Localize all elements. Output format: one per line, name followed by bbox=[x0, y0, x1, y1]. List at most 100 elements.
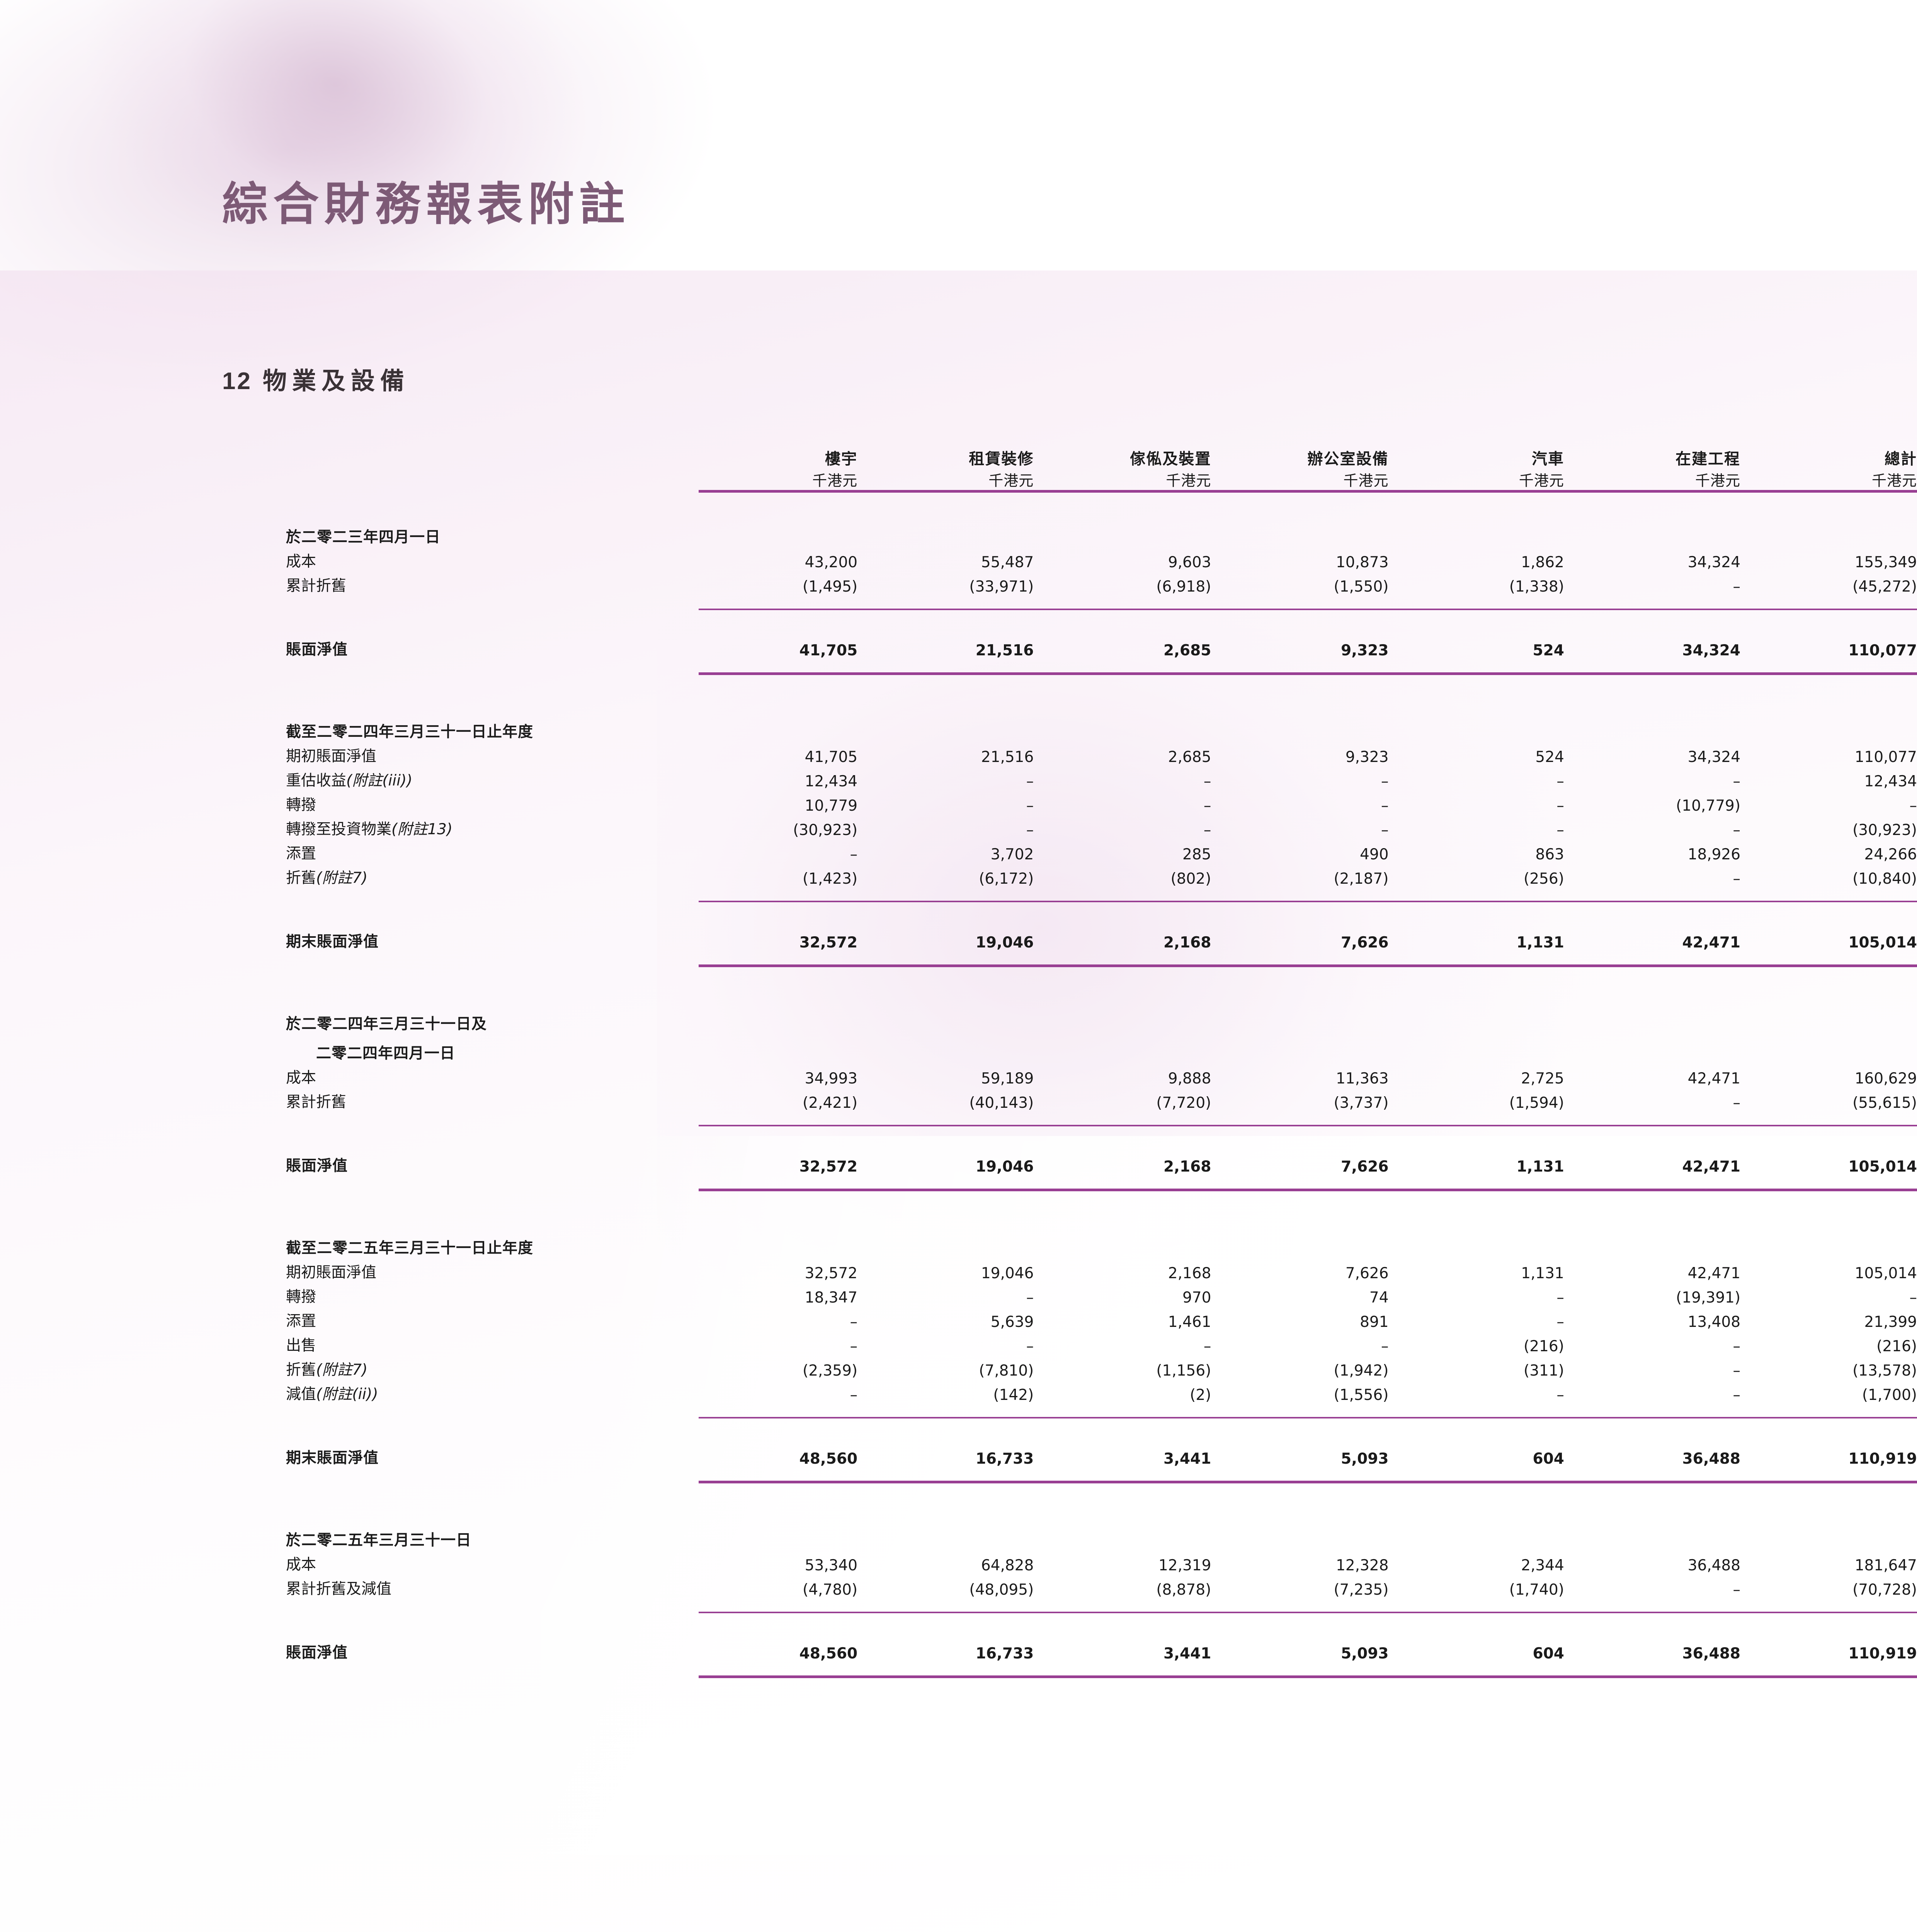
table-cell: (216) bbox=[1876, 1338, 1917, 1355]
table-cell: 74 bbox=[1369, 1289, 1389, 1306]
table-cell: 2,168 bbox=[1163, 1158, 1211, 1175]
table-row: 成本 34,993 59,189 9,888 11,363 2,725 42,471 160,… bbox=[286, 1063, 1917, 1087]
row-label-note-ref: (附註(iii)) bbox=[346, 772, 413, 789]
column-unit-4: 千港元 bbox=[1519, 472, 1564, 489]
table-cell: 19,046 bbox=[981, 1265, 1034, 1282]
table-cell: (45,272) bbox=[1852, 578, 1917, 595]
table-row: 重估收益(附註(iii)) 12,434 – – – – – 12,434 bbox=[286, 766, 1917, 790]
table-cell: 11,363 bbox=[1336, 1070, 1389, 1087]
table-cell: (1,594) bbox=[1509, 1094, 1564, 1112]
table-cell: 59,189 bbox=[981, 1070, 1034, 1087]
table-cell: 3,702 bbox=[990, 846, 1034, 863]
table-cell: 5,639 bbox=[990, 1313, 1034, 1331]
table-cell: 41,705 bbox=[805, 748, 858, 766]
table-section-heading: 截至二零二五年三月三十一日止年度 bbox=[286, 1240, 534, 1257]
table-cell: 13,408 bbox=[1687, 1313, 1741, 1331]
table-cell: (1,338) bbox=[1509, 578, 1564, 595]
table-cell: 1,131 bbox=[1516, 1158, 1564, 1175]
table-cell: 110,077 bbox=[1848, 642, 1917, 659]
table-cell: 34,324 bbox=[1687, 748, 1741, 766]
table-cell: (6,172) bbox=[979, 870, 1034, 888]
table-cell: – bbox=[850, 1386, 858, 1404]
table-cell: 9,603 bbox=[1168, 554, 1211, 571]
table-row: 轉撥 18,347 – 970 74 – (19,391) – bbox=[286, 1282, 1917, 1306]
table-cell: (1,942) bbox=[1334, 1362, 1389, 1379]
column-header-3: 辦公室設備 bbox=[1307, 450, 1389, 468]
table-cell: (2) bbox=[1190, 1386, 1211, 1404]
table-section-heading: 截至二零二四年三月三十一日止年度 bbox=[286, 723, 534, 741]
table-cell: 10,779 bbox=[805, 797, 858, 815]
table-cell: – bbox=[1203, 797, 1211, 815]
column-unit-1: 千港元 bbox=[988, 472, 1034, 489]
table-cell: 3,441 bbox=[1163, 1450, 1211, 1468]
table-cell: – bbox=[1733, 1338, 1741, 1355]
table-cell: 48,560 bbox=[799, 1450, 858, 1468]
row-label: 累計折舊 bbox=[286, 1094, 347, 1111]
table-cell: 36,488 bbox=[1682, 1450, 1741, 1468]
table-cell: 24,266 bbox=[1864, 846, 1917, 863]
table-cell: 604 bbox=[1533, 1645, 1564, 1662]
table-cell: 285 bbox=[1182, 846, 1211, 863]
table-cell: – bbox=[1733, 1581, 1741, 1599]
table-cell: (19,391) bbox=[1676, 1289, 1741, 1306]
row-label: 轉撥 bbox=[286, 1288, 316, 1306]
table-row: 期末賬面淨值 32,572 19,046 2,168 7,626 1,131 42,471 1… bbox=[286, 927, 1917, 951]
table-cell: 181,647 bbox=[1854, 1557, 1917, 1574]
row-label: 轉撥至投資物業(附註13) bbox=[286, 821, 453, 838]
section-rule bbox=[286, 672, 1917, 676]
table-cell: 7,626 bbox=[1341, 934, 1389, 951]
row-label: 期初賬面淨值 bbox=[286, 748, 377, 765]
table-cell: 2,725 bbox=[1521, 1070, 1564, 1087]
table-cell: – bbox=[1556, 1386, 1564, 1404]
table-row: 轉撥至投資物業(附註13) (30,923) – – – – – (30,923) bbox=[286, 815, 1917, 839]
table-section-heading-row: 於二零二三年四月一日 bbox=[286, 517, 1917, 547]
table-cell: 891 bbox=[1360, 1313, 1389, 1331]
note-heading: 12 物業及設備 bbox=[222, 361, 410, 396]
table-cell: (10,840) bbox=[1852, 870, 1917, 888]
table-row: 期末賬面淨值 48,560 16,733 3,441 5,093 604 36,488 110… bbox=[286, 1443, 1917, 1468]
table-cell: 64,828 bbox=[981, 1557, 1034, 1574]
table-cell: 1,461 bbox=[1168, 1313, 1211, 1331]
table-cell: 48,560 bbox=[799, 1645, 858, 1662]
section-gap bbox=[286, 1191, 1917, 1228]
table-cell: (1,156) bbox=[1156, 1362, 1211, 1379]
table-row: 折舊(附註7) (2,359) (7,810) (1,156) (1,942) (311)… bbox=[286, 1355, 1917, 1379]
table-cell: (70,728) bbox=[1852, 1581, 1917, 1599]
table-row: 賬面淨值 32,572 19,046 2,168 7,626 1,131 42,471 105… bbox=[286, 1151, 1917, 1175]
table-cell: – bbox=[1026, 1289, 1034, 1306]
table-cell: (1,495) bbox=[803, 578, 858, 595]
table-cell: (6,918) bbox=[1156, 578, 1211, 595]
pre-section-rule-gap bbox=[286, 1175, 1917, 1190]
table-row: 累計折舊及減值 (4,780) (48,095) (8,878) (7,235) (1,7… bbox=[286, 1574, 1917, 1599]
table-cell: (2,421) bbox=[803, 1094, 858, 1112]
column-unit-6: 千港元 bbox=[1871, 472, 1917, 489]
table-row: 折舊(附註7) (1,423) (6,172) (802) (2,187) (256) – (… bbox=[286, 863, 1917, 888]
table-cell: 34,324 bbox=[1687, 554, 1741, 571]
row-label: 出售 bbox=[286, 1337, 316, 1354]
table-row: 添置 – 5,639 1,461 891 – 13,408 21,399 bbox=[286, 1306, 1917, 1331]
table-cell: 524 bbox=[1535, 748, 1564, 766]
column-unit-2: 千港元 bbox=[1166, 472, 1211, 489]
table-row: 成本 43,200 55,487 9,603 10,873 1,862 34,324 155,… bbox=[286, 547, 1917, 571]
table-cell: 16,733 bbox=[975, 1645, 1034, 1662]
table-cell: (2,187) bbox=[1334, 870, 1389, 888]
table-cell: – bbox=[1733, 578, 1741, 595]
table-cell: 42,471 bbox=[1682, 934, 1741, 951]
table-cell: 9,888 bbox=[1168, 1070, 1211, 1087]
table-cell: 110,919 bbox=[1848, 1450, 1917, 1468]
table-cell: (7,235) bbox=[1334, 1581, 1389, 1599]
pre-subtotal-gap bbox=[286, 1404, 1917, 1418]
table-cell: 105,014 bbox=[1848, 1158, 1917, 1175]
row-label: 添置 bbox=[286, 845, 316, 862]
table-cell: 7,626 bbox=[1341, 1158, 1389, 1175]
table-section-heading-row: 於二零二五年三月三十一日 bbox=[286, 1520, 1917, 1550]
table-cell: (142) bbox=[993, 1386, 1034, 1404]
table-cell: 10,873 bbox=[1336, 554, 1389, 571]
table-cell: – bbox=[1381, 821, 1389, 839]
table-cell: 18,347 bbox=[805, 1289, 858, 1306]
table-cell: (30,923) bbox=[1852, 821, 1917, 839]
row-label: 賬面淨值 bbox=[286, 1157, 348, 1175]
table-cell: 160,629 bbox=[1854, 1070, 1917, 1087]
table-header-units: 千港元 千港元 千港元 千港元 千港元 千港元 千港元 bbox=[286, 469, 1917, 492]
table-cell: 18,926 bbox=[1687, 846, 1741, 863]
